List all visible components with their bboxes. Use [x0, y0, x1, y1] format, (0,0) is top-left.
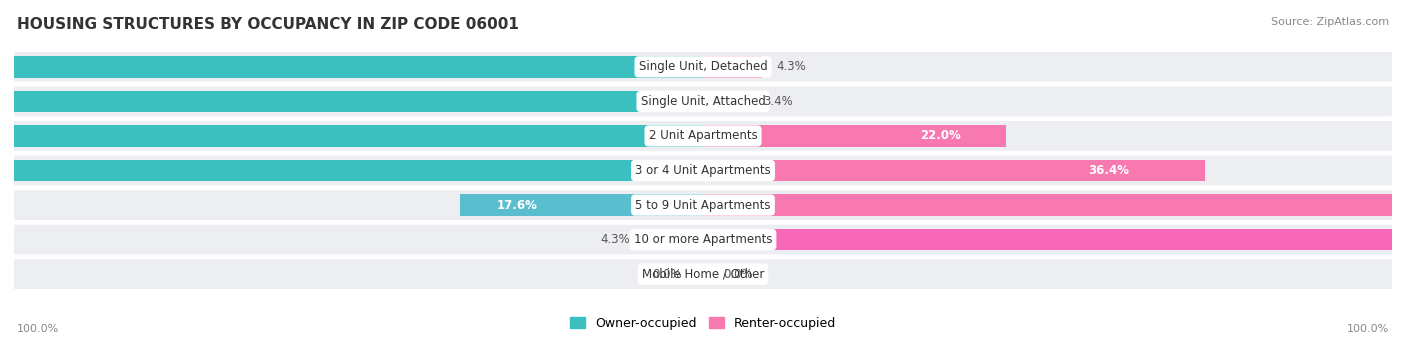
- Bar: [0, 125, 703, 147]
- FancyBboxPatch shape: [14, 259, 1392, 289]
- Text: HOUSING STRUCTURES BY OCCUPANCY IN ZIP CODE 06001: HOUSING STRUCTURES BY OCCUPANCY IN ZIP C…: [17, 17, 519, 32]
- Bar: [703, 160, 1205, 181]
- Bar: [644, 229, 703, 250]
- Text: Single Unit, Attached: Single Unit, Attached: [641, 95, 765, 108]
- FancyBboxPatch shape: [14, 52, 1392, 82]
- Bar: [703, 194, 1406, 216]
- Text: 10 or more Apartments: 10 or more Apartments: [634, 233, 772, 246]
- FancyBboxPatch shape: [14, 155, 1392, 186]
- Bar: [0, 91, 703, 112]
- Text: Source: ZipAtlas.com: Source: ZipAtlas.com: [1271, 17, 1389, 27]
- Text: 100.0%: 100.0%: [1347, 324, 1389, 334]
- Bar: [0, 160, 703, 181]
- Text: 0.0%: 0.0%: [652, 268, 682, 281]
- Text: 22.0%: 22.0%: [920, 130, 960, 143]
- FancyBboxPatch shape: [14, 121, 1392, 151]
- Legend: Owner-occupied, Renter-occupied: Owner-occupied, Renter-occupied: [565, 312, 841, 335]
- Bar: [703, 125, 1007, 147]
- Text: 100.0%: 100.0%: [17, 324, 59, 334]
- Text: 36.4%: 36.4%: [1088, 164, 1129, 177]
- Text: 4.3%: 4.3%: [776, 60, 806, 73]
- Text: 0.0%: 0.0%: [724, 268, 754, 281]
- Text: 4.3%: 4.3%: [600, 233, 630, 246]
- Text: 3.4%: 3.4%: [763, 95, 793, 108]
- Text: 5 to 9 Unit Apartments: 5 to 9 Unit Apartments: [636, 198, 770, 211]
- FancyBboxPatch shape: [14, 225, 1392, 254]
- Text: 2 Unit Apartments: 2 Unit Apartments: [648, 130, 758, 143]
- FancyBboxPatch shape: [14, 190, 1392, 220]
- Bar: [703, 229, 1406, 250]
- Bar: [703, 56, 762, 77]
- Bar: [0, 56, 703, 77]
- FancyBboxPatch shape: [14, 87, 1392, 116]
- Text: 3 or 4 Unit Apartments: 3 or 4 Unit Apartments: [636, 164, 770, 177]
- Text: 17.6%: 17.6%: [496, 198, 537, 211]
- Bar: [461, 194, 703, 216]
- Text: Mobile Home / Other: Mobile Home / Other: [641, 268, 765, 281]
- Bar: [703, 91, 749, 112]
- Text: Single Unit, Detached: Single Unit, Detached: [638, 60, 768, 73]
